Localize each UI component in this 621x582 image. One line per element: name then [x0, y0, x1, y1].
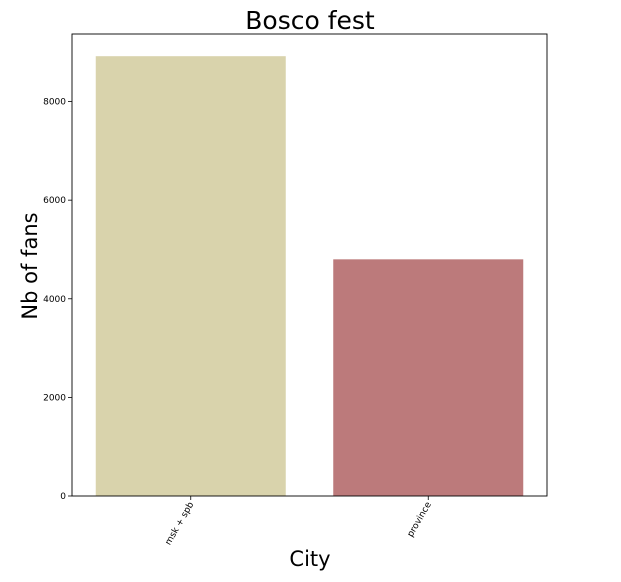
x-tick-label: msk + spb	[164, 500, 197, 547]
y-tick-label: 6000	[43, 196, 66, 206]
bars-layer	[95, 56, 524, 496]
y-axis-label: Nb of fans	[18, 212, 42, 319]
y-tick-label: 2000	[43, 393, 66, 403]
x-axis-label: City	[289, 547, 330, 571]
y-axis-ticks: 0 2000 4000 6000 8000	[43, 98, 72, 502]
plot-frame	[71, 33, 548, 497]
y-tick-label: 0	[60, 492, 66, 502]
y-tick-label: 4000	[43, 295, 66, 305]
bar-msk-spb	[95, 56, 286, 496]
bar-province	[333, 259, 524, 496]
y-tick-label: 8000	[43, 98, 66, 108]
x-tick-label: province	[406, 500, 434, 539]
x-axis-ticks: msk + spb province	[164, 496, 434, 547]
chart-title: Bosco fest	[245, 6, 375, 35]
